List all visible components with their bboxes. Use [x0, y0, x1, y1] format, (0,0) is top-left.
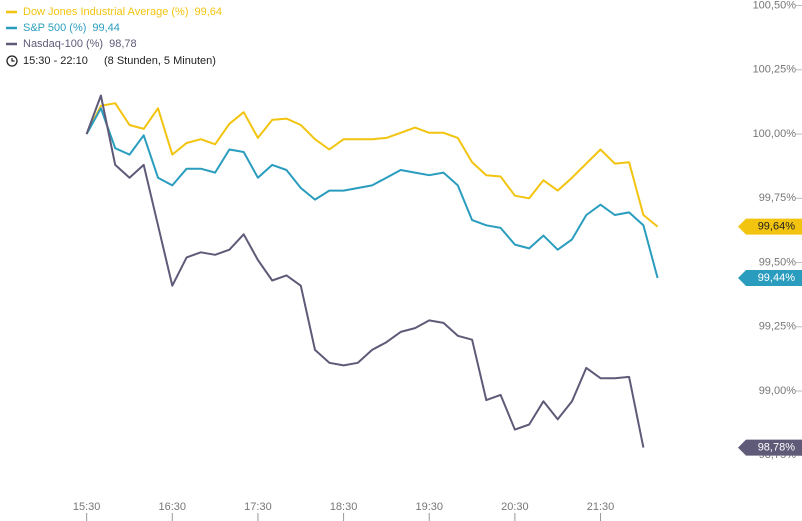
y-tick-label: 99,75% — [759, 192, 797, 204]
y-tick-label: 99,50% — [759, 256, 797, 268]
x-tick-label: 17:30 — [244, 501, 272, 513]
legend-entry: S&P 500 (%) 99,44 — [23, 22, 120, 34]
series-line — [85, 107, 659, 279]
duration: (8 Stunden, 5 Minuten) — [104, 55, 216, 67]
y-tick-label: 100,00% — [753, 128, 797, 140]
value-badge — [738, 218, 802, 235]
value-badge — [738, 439, 802, 456]
time-range: 15:30 - 22:10 — [23, 55, 88, 67]
legend-value: 98,78 — [109, 38, 137, 50]
legend-entry: Nasdaq-100 (%) 98,78 — [23, 38, 137, 50]
series-line — [85, 94, 645, 448]
x-tick-label: 18:30 — [330, 501, 358, 513]
y-tick-label: 100,25% — [753, 64, 797, 76]
legend-entry: Dow Jones Industrial Average (%) 99,64 — [23, 6, 222, 18]
value-badge-label: 99,64% — [758, 220, 796, 232]
x-tick-label: 19:30 — [415, 501, 443, 513]
legend-name: Nasdaq-100 (%) — [23, 38, 103, 50]
y-tick-label: 99,00% — [759, 385, 797, 397]
time-icon — [6, 55, 18, 67]
legend-name: Dow Jones Industrial Average (%) — [23, 6, 189, 18]
legend-value: 99,44 — [92, 22, 120, 34]
x-tick-label: 21:30 — [587, 501, 615, 513]
x-tick-label: 15:30 — [73, 501, 101, 513]
value-badge-label: 99,44% — [758, 272, 796, 284]
value-badge — [738, 269, 802, 286]
legend-value: 99,64 — [195, 6, 223, 18]
x-tick-label: 20:30 — [501, 501, 529, 513]
x-tick-label: 16:30 — [159, 501, 187, 513]
y-tick-label: 100,50% — [753, 0, 797, 11]
value-badge-label: 98,78% — [758, 442, 796, 454]
y-tick-label: 99,25% — [759, 321, 797, 333]
legend-name: S&P 500 (%) — [23, 22, 86, 34]
series-line — [85, 102, 659, 228]
